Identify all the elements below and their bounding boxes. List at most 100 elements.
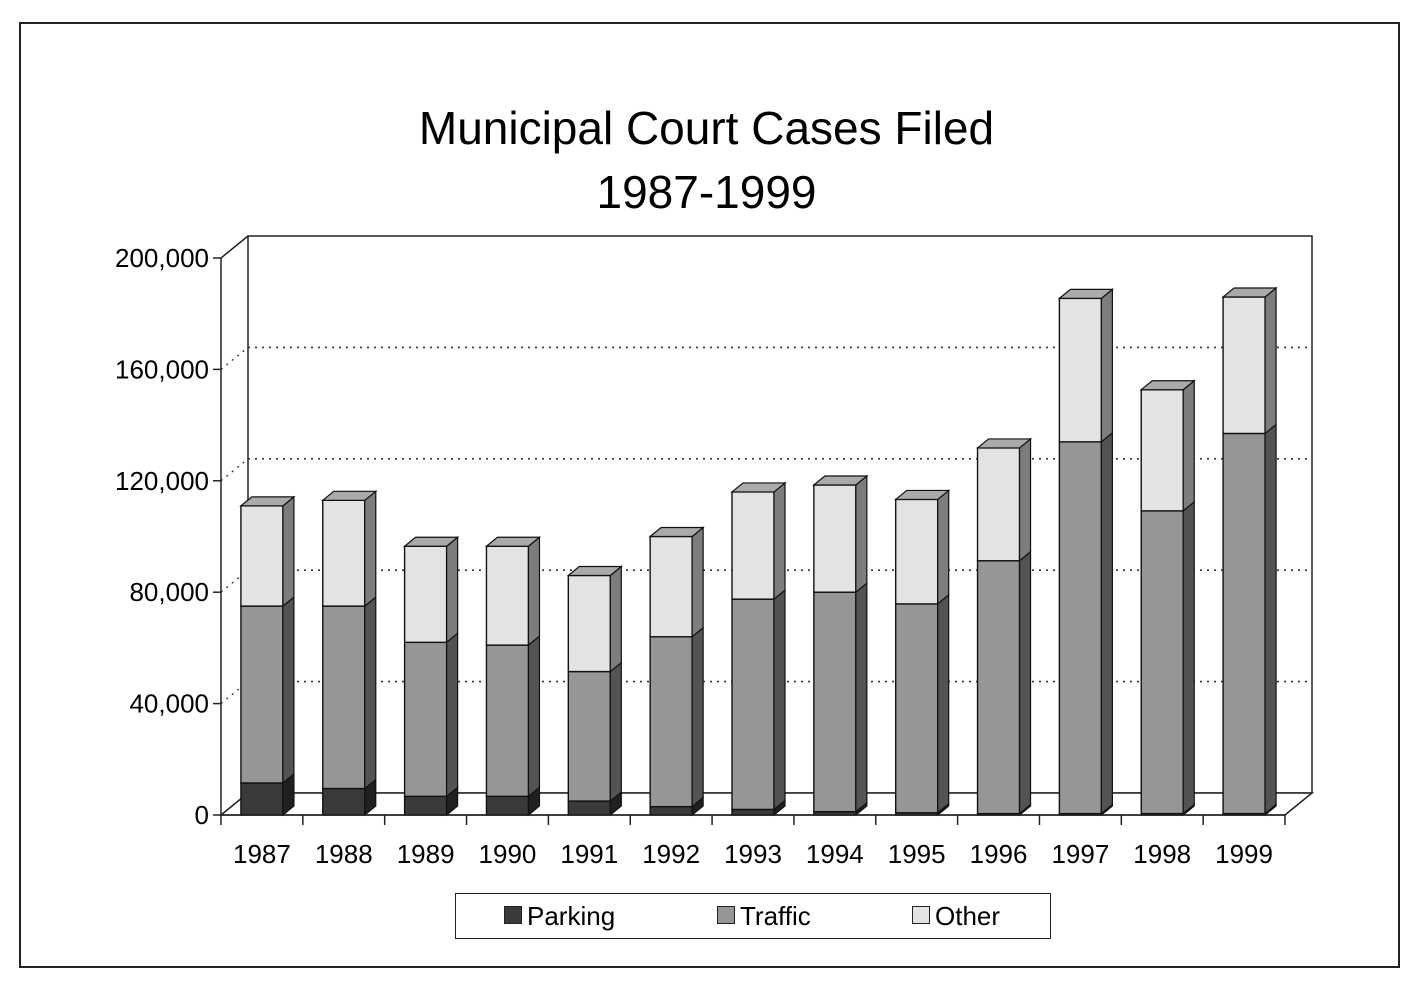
bar-traffic	[322, 605, 366, 790]
bar-side-other	[1182, 379, 1195, 513]
bar-other	[403, 545, 448, 644]
bar-side-traffic	[855, 581, 868, 813]
bar-traffic	[567, 670, 612, 802]
bar-side-traffic	[1264, 423, 1277, 815]
gridline-side	[220, 346, 249, 370]
bar-parking	[403, 795, 448, 816]
legend-swatch-traffic	[717, 906, 735, 924]
bar-side-traffic	[527, 634, 541, 798]
bar-traffic	[1222, 432, 1266, 815]
bar-other	[1058, 297, 1103, 443]
bar-top-other	[402, 536, 460, 547]
bar-side-traffic	[1182, 500, 1195, 815]
bar-other	[567, 574, 612, 673]
legend-item-parking: Parking	[504, 903, 615, 929]
bar-side-other	[691, 526, 704, 639]
bar-top-other	[894, 489, 951, 501]
bar-parking	[322, 787, 366, 816]
bar-side-other	[282, 495, 295, 608]
bar-side-other	[937, 489, 950, 606]
x-tick-label: 1988	[315, 839, 373, 869]
y-tick-label: 160,000	[115, 354, 209, 384]
x-tick-label: 1995	[888, 839, 946, 869]
bar-top-other	[730, 482, 787, 493]
bar-traffic	[649, 636, 693, 808]
bar-parking	[731, 808, 775, 816]
bar-traffic	[813, 591, 857, 813]
y-tick-label: 80,000	[129, 577, 209, 607]
bar-top-other	[239, 496, 296, 507]
bar-side-other	[527, 535, 541, 647]
bar-other	[1222, 296, 1266, 435]
x-tick-label: 1989	[397, 839, 455, 869]
bar-side-other	[364, 490, 377, 608]
legend-label-parking: Parking	[527, 901, 616, 931]
legend: Parking Traffic Other	[455, 893, 1051, 939]
bar-side-traffic	[446, 632, 459, 798]
bar-side-other	[609, 565, 622, 673]
bar-top-other	[1221, 287, 1278, 298]
bar-other	[813, 484, 857, 593]
bar-traffic	[731, 598, 775, 811]
legend-swatch-other	[912, 906, 930, 924]
y-axis-top-edge	[220, 235, 249, 259]
bar-side-other	[855, 474, 868, 594]
bar-side-traffic	[282, 595, 295, 785]
bar-side-traffic	[609, 661, 622, 803]
x-tick-label: 1991	[560, 839, 618, 869]
bar-traffic	[976, 560, 1021, 815]
bar-other	[894, 498, 939, 605]
bar-other	[485, 545, 530, 646]
bar-traffic	[1058, 441, 1103, 815]
bar-side-other	[773, 481, 786, 601]
bar-other	[731, 491, 775, 600]
bar-parking	[240, 782, 284, 816]
chart-frame	[19, 22, 1400, 968]
legend-label-other: Other	[935, 901, 1001, 931]
bar-side-traffic	[937, 593, 950, 815]
bar-traffic	[240, 605, 284, 784]
y-tick-label: 200,000	[115, 243, 209, 273]
bar-top-other	[1139, 380, 1196, 391]
bar-traffic	[485, 644, 530, 798]
chart-title: Municipal Court Cases Filed	[418, 102, 995, 154]
x-tick-label: 1993	[724, 839, 782, 869]
bar-other	[976, 447, 1021, 562]
x-tick-label: 1992	[642, 839, 700, 869]
bar-side-traffic	[691, 626, 704, 808]
legend-item-traffic: Traffic	[717, 903, 811, 929]
bar-side-other	[446, 535, 459, 644]
bar-top-other	[1057, 288, 1115, 299]
gridline-side	[220, 458, 249, 482]
bar-other	[240, 505, 284, 607]
bar-side-other	[1100, 288, 1113, 444]
bar-top-other	[812, 475, 869, 486]
x-tick-label: 1994	[806, 839, 864, 869]
x-tick-label: 1999	[1215, 839, 1273, 869]
legend-swatch-parking	[504, 906, 522, 924]
bar-top-other	[648, 526, 705, 538]
y-tick-label: 120,000	[115, 466, 209, 496]
x-tick-label: 1997	[1051, 839, 1109, 869]
x-tick-label: 1998	[1133, 839, 1191, 869]
chart-subtitle: 1987-1999	[596, 166, 817, 218]
x-tick-label: 1990	[479, 839, 537, 869]
bar-side-traffic	[773, 588, 786, 811]
bar-side-traffic	[1100, 431, 1113, 815]
bar-side-traffic	[364, 595, 377, 790]
bar-other	[1140, 389, 1184, 512]
bar-top-other	[975, 438, 1033, 449]
bar-side-traffic	[1018, 550, 1032, 815]
bar-top-other	[566, 565, 623, 577]
bar-top-other	[321, 490, 378, 501]
bar-traffic	[1140, 510, 1184, 815]
bar-side-other	[1264, 286, 1277, 435]
bar-top-other	[484, 536, 542, 547]
bar-parking	[485, 795, 530, 816]
y-tick-label: 0	[195, 800, 209, 830]
bar-parking	[649, 805, 693, 816]
bar-traffic	[894, 603, 939, 814]
bar-parking	[567, 800, 612, 816]
legend-item-other: Other	[912, 903, 1000, 929]
